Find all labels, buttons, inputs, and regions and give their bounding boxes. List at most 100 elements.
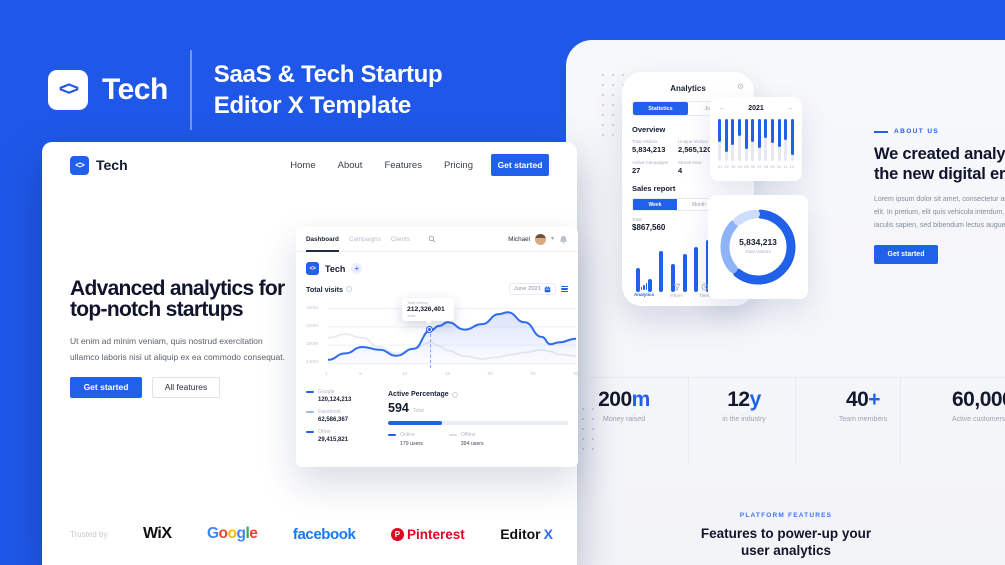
about-get-started-button[interactable]: Get started <box>874 245 938 264</box>
online-progress-fill <box>388 421 442 425</box>
date-picker[interactable]: June 2021 <box>508 283 556 295</box>
legend-dash <box>306 411 314 413</box>
funnel-icon <box>673 283 681 291</box>
search-icon[interactable] <box>428 235 436 243</box>
y-tick: 220M <box>306 324 318 329</box>
tab-statistics[interactable]: Statistics <box>633 102 688 115</box>
online-progress-track <box>388 421 568 425</box>
workspace-name: Tech <box>325 263 346 274</box>
avatar[interactable] <box>534 233 546 245</box>
x-tick: 5 <box>359 372 362 377</box>
nav-link-about[interactable]: About <box>337 159 363 171</box>
legend-dash <box>388 434 396 436</box>
tab-dashboard[interactable]: Dashboard <box>306 227 339 252</box>
stat-label: Total Visitors <box>632 139 658 144</box>
pinterest-icon: P <box>390 527 404 541</box>
hero-all-features-button[interactable]: All features <box>152 377 220 398</box>
donut-label: Total Visitors <box>745 249 771 254</box>
features-title: Features to power-up your user analytics <box>700 526 872 558</box>
year-bar-fill <box>744 119 748 150</box>
overview-stats: Total Visitors 5,834,213 Unique Visitors 2… <box>632 139 744 175</box>
nav-item-analytics[interactable]: Analytics <box>634 283 654 298</box>
year-bar-chart <box>718 119 794 161</box>
sales-bar <box>694 246 699 292</box>
hero-title: Advanced analytics for top-notch startup… <box>70 277 285 321</box>
site-logo-name: Tech <box>96 157 128 173</box>
add-button[interactable]: + <box>351 263 363 274</box>
total-visits-chart-block: 260M 220M 180M 140M 1 5 10 15 20 25 30 <box>306 298 578 380</box>
stat-money-raised: 200m Money raised <box>598 388 650 423</box>
hero-body: Ut enim ad minim veniam, quis nostrud ex… <box>70 336 285 362</box>
year-bar-track <box>777 119 781 161</box>
year-bar-track <box>790 119 794 161</box>
total-visits-chart <box>328 308 576 368</box>
hero-get-started-button[interactable]: Get started <box>70 377 142 398</box>
dashboard-card: Dashboard Campaigns Clients Michael ▾ <>… <box>296 227 578 467</box>
donut-card: 5,834,213 Total Visitors <box>708 195 808 299</box>
tab-month[interactable]: Month <box>692 201 706 208</box>
tab-week[interactable]: Week <box>633 199 677 210</box>
about-title: We created analytics for the new digital… <box>874 145 1005 183</box>
line-series-area <box>328 312 576 368</box>
donut-value: 5,834,213 <box>739 237 777 247</box>
stat-value: 27 <box>632 166 641 175</box>
gear-icon[interactable]: ⚙ <box>736 82 744 91</box>
stats-divider-vertical <box>795 377 796 463</box>
x-tick: 1 <box>325 372 328 377</box>
year-tick: 06 <box>750 164 756 169</box>
prev-year-arrow[interactable]: ← <box>719 105 726 112</box>
year-bar-track <box>757 119 761 161</box>
sales-total-value: $867,560 <box>632 223 666 232</box>
year-bar-fill <box>784 119 788 140</box>
year-label: 2021 <box>748 105 764 112</box>
brand-divider <box>189 50 192 130</box>
sales-bar <box>659 250 664 292</box>
y-tick: 180M <box>306 342 318 347</box>
nav-item-filters[interactable]: Filters <box>670 283 683 298</box>
menu-icon[interactable] <box>561 285 568 293</box>
y-tick: 140M <box>306 360 318 365</box>
bell-icon[interactable] <box>559 235 568 244</box>
brand-header: <> Tech SaaS & Tech Startup Editor X Tem… <box>48 50 443 130</box>
year-bar-fill <box>737 119 741 136</box>
x-tick: 25 <box>530 372 536 377</box>
chart-tooltip: Total visitors 212,326,401 June <box>402 298 454 325</box>
year-bar-fill <box>757 119 761 148</box>
next-year-arrow[interactable]: → <box>785 105 793 112</box>
sales-bar <box>705 240 710 292</box>
year-bar-fill <box>790 119 794 155</box>
nav-get-started-button[interactable]: Get started <box>491 154 549 176</box>
year-tick: 11 <box>783 164 788 169</box>
year-bar-track <box>737 119 741 161</box>
year-bar-track <box>731 119 735 161</box>
donut-segment-3 <box>720 209 796 285</box>
tab-clients[interactable]: Clients <box>390 235 410 243</box>
stats-divider <box>590 377 1005 378</box>
nav-link-home[interactable]: Home <box>290 159 316 171</box>
sales-bar <box>682 253 687 292</box>
active-percentage-block: Active Percentage 594 Total Online 179 us… <box>388 391 568 447</box>
year-bar-track <box>771 119 774 161</box>
features-kicker: PLATFORM FEATURES <box>739 512 833 519</box>
phone-page-title: Analytics <box>670 84 706 93</box>
user-name[interactable]: Michael <box>508 235 530 243</box>
year-axis-labels: 01 02 03 04 05 06 07 08 09 10 11 12 <box>718 164 794 169</box>
chart-title: Total visits <box>306 284 344 294</box>
stat-label: Streak Now <box>678 160 702 165</box>
legend-dash <box>448 434 457 436</box>
sales-bar <box>636 267 640 292</box>
year-bar-track <box>718 119 721 161</box>
nav-link-features[interactable]: Features <box>384 159 422 171</box>
legend-online: Online 179 users <box>388 432 423 447</box>
year-tick: 04 <box>737 164 743 169</box>
x-tick: 15 <box>444 372 451 377</box>
phone-mockup: Analytics ⚙ Statistics Journeys Overview… <box>622 72 754 306</box>
nav-link-pricing[interactable]: Pricing <box>443 159 473 171</box>
year-bar-fill <box>771 119 774 144</box>
stat-active-customers: 60,000+ Active customers <box>952 388 1005 423</box>
year-bar-fill <box>764 119 768 138</box>
tab-campaigns[interactable]: Campaigns <box>348 235 381 243</box>
chevron-down-icon[interactable]: ▾ <box>550 236 554 242</box>
year-bar-track <box>764 119 768 161</box>
showcase-panel: Analytics ⚙ Statistics Journeys Overview… <box>566 40 1005 565</box>
